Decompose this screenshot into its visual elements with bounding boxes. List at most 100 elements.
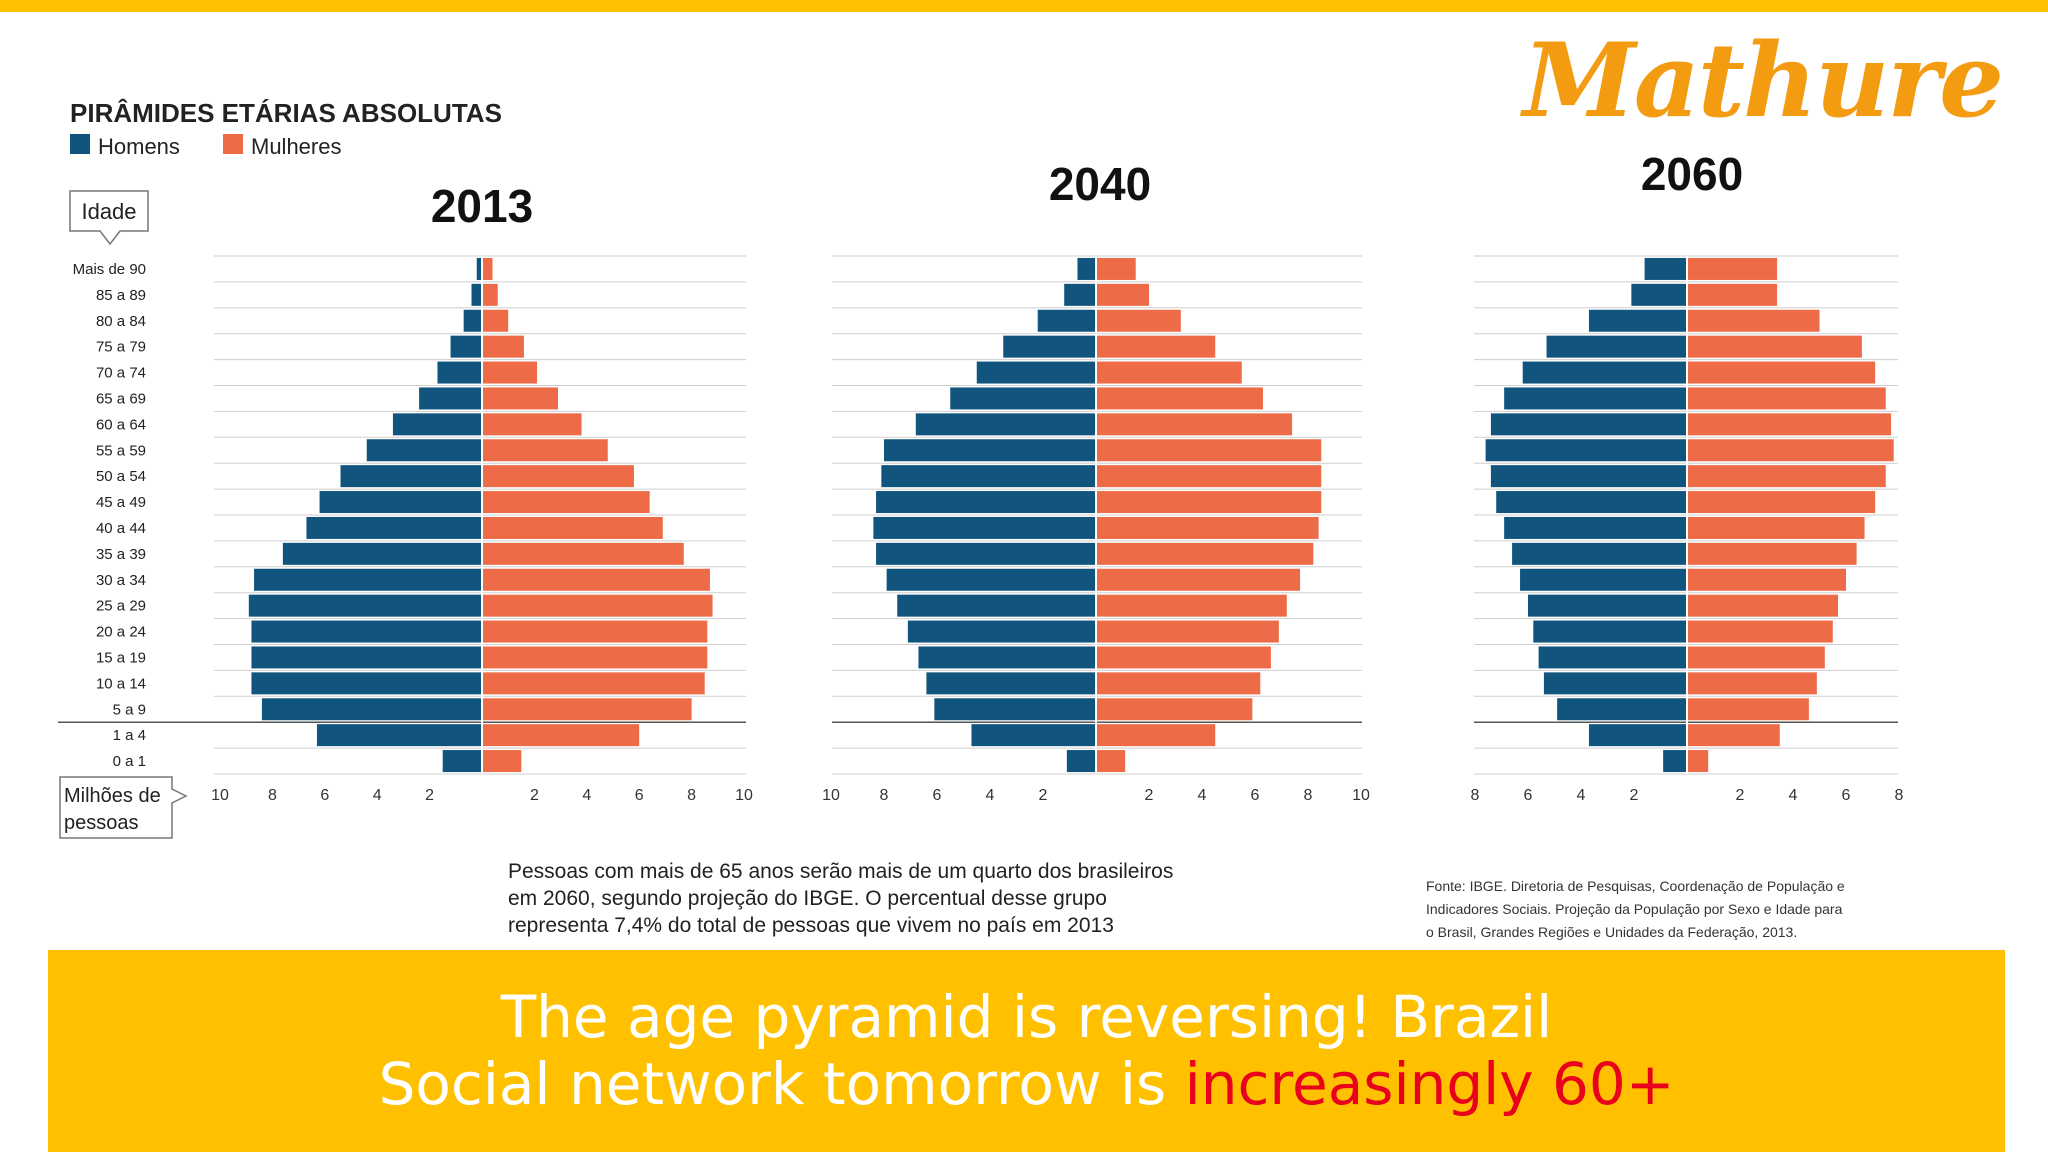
x-tick-label: 4 — [582, 787, 591, 804]
bar-mulheres-2013 — [482, 698, 692, 721]
bar-mulheres-2060 — [1687, 335, 1862, 358]
x-tick-label: 4 — [986, 787, 995, 804]
age-category-labels: Mais de 90 85 a 89 80 a 84 75 a 79 70 a 74 65… — [73, 261, 146, 770]
bar-mulheres-2013 — [482, 257, 493, 280]
bar-homens-2040 — [976, 361, 1096, 384]
bar-mulheres-2040 — [1096, 283, 1149, 306]
age-category-label: 60 a 64 — [96, 416, 146, 433]
headline-line-1: The age pyramid is reversing! Brazil — [500, 983, 1553, 1052]
age-category-label: 65 a 69 — [96, 390, 146, 407]
legend-swatch-mulheres — [223, 134, 243, 154]
x-tick-label: 8 — [1471, 787, 1480, 804]
x-tick-label: 2 — [1145, 787, 1154, 804]
bar-mulheres-2013 — [482, 491, 650, 514]
bar-mulheres-2040 — [1096, 646, 1271, 669]
age-category-label: 45 a 49 — [96, 494, 146, 511]
bar-homens-2013 — [463, 309, 482, 332]
bar-homens-2060 — [1512, 542, 1687, 565]
age-category-label: 0 a 1 — [113, 753, 146, 770]
x-tick-label: 6 — [320, 787, 329, 804]
year-label-2013: 2013 — [431, 180, 533, 232]
bar-homens-2013 — [366, 439, 482, 462]
bar-homens-2060 — [1557, 698, 1687, 721]
bar-mulheres-2040 — [1096, 335, 1216, 358]
bar-homens-2040 — [918, 646, 1096, 669]
bar-mulheres-2040 — [1096, 387, 1263, 410]
bar-mulheres-2013 — [482, 465, 634, 488]
x-tick-label: 8 — [687, 787, 696, 804]
bar-mulheres-2040 — [1096, 439, 1322, 462]
bar-homens-2013 — [251, 620, 482, 643]
x-tick-label: 2 — [530, 787, 539, 804]
bar-homens-2060 — [1504, 387, 1687, 410]
bar-homens-2040 — [907, 620, 1096, 643]
bar-mulheres-2060 — [1687, 413, 1892, 436]
x-tick-label: 6 — [1251, 787, 1260, 804]
bar-homens-2060 — [1485, 439, 1687, 462]
source-line-3: o Brasil, Grandes Regiões e Unidades da … — [1426, 924, 1797, 940]
bar-homens-2060 — [1520, 568, 1687, 591]
bar-mulheres-2060 — [1687, 620, 1833, 643]
bar-mulheres-2040 — [1096, 750, 1126, 773]
source-line-1: Fonte: IBGE. Diretoria de Pesquisas, Coo… — [1426, 878, 1845, 894]
pyramid-panel-2013: 2013 10 8 6 4 2 2 4 6 8 10 — [58, 180, 753, 804]
x-tick-label: 6 — [635, 787, 644, 804]
x-tick-label: 8 — [268, 787, 277, 804]
bar-homens-2060 — [1588, 309, 1687, 332]
bar-mulheres-2040 — [1096, 672, 1261, 695]
bar-mulheres-2060 — [1687, 387, 1886, 410]
age-category-label: 35 a 39 — [96, 546, 146, 563]
bar-homens-2040 — [873, 516, 1096, 539]
bar-homens-2013 — [316, 724, 482, 747]
age-category-label: 20 a 24 — [96, 624, 146, 641]
headline-banner: The age pyramid is reversing! Brazil Soc… — [48, 950, 2005, 1152]
x-tick-label: 10 — [735, 787, 753, 804]
bar-homens-2060 — [1588, 724, 1687, 747]
bar-homens-2013 — [251, 646, 482, 669]
x-tick-label: 10 — [1352, 787, 1370, 804]
bar-mulheres-2013 — [482, 542, 684, 565]
bar-mulheres-2060 — [1687, 283, 1778, 306]
age-category-label: 15 a 19 — [96, 649, 146, 666]
pyramid-panel-2040: 2040 10 8 6 4 2 2 4 6 8 10 — [822, 158, 1370, 804]
milhoes-label-line1: Milhões de — [64, 785, 161, 807]
bar-mulheres-2040 — [1096, 594, 1287, 617]
bar-mulheres-2013 — [482, 361, 538, 384]
mathure-logo: Mathure — [1522, 21, 2004, 141]
bar-homens-2060 — [1496, 491, 1687, 514]
bar-mulheres-2013 — [482, 750, 522, 773]
year-label-2040: 2040 — [1049, 158, 1151, 210]
age-category-label: 30 a 34 — [96, 572, 146, 589]
bar-mulheres-2060 — [1687, 516, 1865, 539]
x-tick-label: 8 — [1895, 787, 1904, 804]
legend-swatch-homens — [70, 134, 90, 154]
bar-mulheres-2060 — [1687, 542, 1857, 565]
bar-homens-2040 — [884, 439, 1096, 462]
age-category-label: 10 a 14 — [96, 675, 146, 692]
milhoes-label-line2: pessoas — [64, 812, 139, 834]
age-category-label: Mais de 90 — [73, 261, 146, 278]
bar-mulheres-2060 — [1687, 439, 1894, 462]
bar-homens-2013 — [419, 387, 482, 410]
bar-homens-2013 — [254, 568, 482, 591]
bar-mulheres-2040 — [1096, 361, 1242, 384]
bar-homens-2013 — [319, 491, 482, 514]
bar-mulheres-2013 — [482, 594, 713, 617]
x-tick-label: 2 — [425, 787, 434, 804]
bar-mulheres-2060 — [1687, 750, 1709, 773]
headline-line-2-text: Social network tomorrow is — [378, 1050, 1185, 1118]
x-tick-label: 2 — [1736, 787, 1745, 804]
legend-label-homens: Homens — [98, 134, 180, 159]
age-category-label: 70 a 74 — [96, 365, 146, 382]
headline-highlight: increasingly 60+ — [1184, 1050, 1675, 1118]
bar-mulheres-2013 — [482, 672, 705, 695]
chart-title: PIRÂMIDES ETÁRIAS ABSOLUTAS — [70, 98, 502, 128]
bar-mulheres-2040 — [1096, 620, 1279, 643]
bar-homens-2013 — [392, 413, 482, 436]
bar-mulheres-2040 — [1096, 516, 1319, 539]
bar-homens-2060 — [1522, 361, 1687, 384]
bar-homens-2060 — [1631, 283, 1687, 306]
x-tick-label: 10 — [211, 787, 229, 804]
bar-homens-2040 — [876, 542, 1096, 565]
bar-homens-2060 — [1543, 672, 1687, 695]
